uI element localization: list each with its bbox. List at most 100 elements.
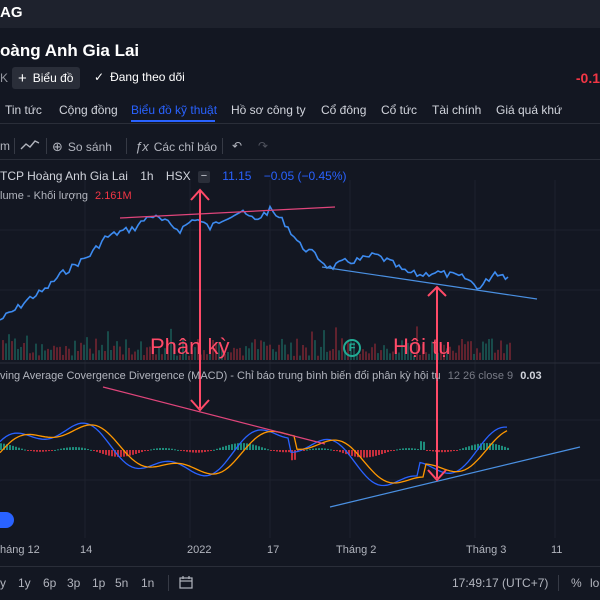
volume-bar [134, 351, 136, 360]
interval-label[interactable]: 1h [140, 169, 154, 183]
price-change-percent: −0.05 (−0.45%) [263, 169, 347, 183]
histogram-bar [177, 449, 179, 451]
volume-legend: lume - Khối lượng 2.161M [0, 190, 132, 202]
timeframe-icon[interactable]: m [0, 139, 10, 153]
histogram-bar [222, 446, 224, 450]
volume-bar [368, 353, 370, 360]
histogram-bar [81, 447, 83, 450]
range-button[interactable]: 1y [18, 576, 31, 590]
histogram-bar [51, 450, 53, 451]
chart-button[interactable]: + Biểu đồ [12, 67, 80, 89]
volume-bar [116, 341, 118, 360]
range-button[interactable]: 1p [92, 576, 106, 590]
exchange-label: HSX [165, 169, 191, 183]
volume-bar [155, 354, 157, 360]
histogram-bar [474, 444, 476, 450]
histogram-bar [414, 448, 416, 450]
volume-bar [413, 355, 415, 360]
volume-bar [119, 346, 121, 360]
clock[interactable]: 17:49:17 (UTC+7) [452, 576, 549, 590]
histogram-bar [303, 450, 305, 451]
toolbar-divider [126, 138, 127, 154]
macd-label: ving Average Covergence Divergence (MACD… [0, 370, 441, 382]
volume-bar [38, 355, 40, 360]
ticker-fragment: K [0, 71, 9, 85]
range-button[interactable]: 5n [115, 576, 129, 590]
undo-icon[interactable]: ↶ [232, 139, 243, 153]
histogram-bar [18, 447, 20, 450]
percent-scale-button[interactable]: % [571, 576, 582, 590]
indicators-button[interactable]: ƒx Các chỉ báo [135, 139, 217, 154]
histogram-bar [285, 450, 287, 453]
volume-bar [281, 338, 283, 360]
event-badge-icon[interactable]: F [343, 339, 361, 357]
range-button[interactable]: 1n [141, 576, 155, 590]
range-button[interactable]: y [0, 576, 6, 590]
volume-bar [503, 353, 505, 360]
volume-bar [35, 343, 37, 360]
date-range-icon[interactable] [179, 576, 193, 592]
histogram-bar [330, 449, 332, 451]
site-logo[interactable]: AG [0, 4, 23, 21]
tab-company-profile[interactable]: Hồ sơ công ty [231, 103, 306, 117]
volume-bar [419, 354, 421, 360]
tab-financials[interactable]: Tài chính [432, 103, 482, 117]
volume-bar [215, 342, 217, 360]
histogram-bar [156, 448, 158, 450]
tab-shareholders[interactable]: Cổ đông [321, 103, 367, 117]
volume-bar [377, 353, 379, 360]
histogram-bar [183, 450, 185, 452]
histogram-bar [189, 450, 191, 453]
collapse-legend-button[interactable]: − [197, 170, 210, 183]
volume-bar [26, 335, 28, 360]
volume-bar [53, 345, 55, 360]
volume-bar [374, 343, 376, 360]
histogram-bar [339, 450, 341, 453]
histogram-bar [462, 448, 464, 450]
volume-bar [416, 326, 418, 360]
volume-bar [8, 334, 10, 360]
histogram-bar [9, 444, 11, 450]
volume-bar [251, 342, 253, 360]
histogram-bar [507, 447, 509, 450]
date-label: 11 [551, 544, 563, 556]
tab-price-history[interactable]: Giá quá khứ [496, 103, 563, 117]
volume-bar [41, 344, 43, 360]
volume-bar [47, 348, 49, 360]
histogram-bar [120, 450, 122, 457]
volume-bar [179, 354, 181, 360]
price-support-trendline [321, 266, 538, 300]
redo-icon[interactable]: ↷ [258, 139, 269, 153]
compare-button[interactable]: ⊕ So sánh [52, 139, 112, 155]
histogram-bar [27, 450, 29, 451]
volume-bar [509, 342, 511, 360]
volume-bar [239, 347, 241, 360]
volume-bar [209, 341, 211, 360]
histogram-bar [459, 449, 461, 451]
range-button[interactable]: 3p [67, 576, 81, 590]
volume-bar [305, 347, 307, 360]
flag-icon[interactable] [0, 512, 14, 528]
histogram-bar [345, 450, 347, 455]
histogram-bar [3, 443, 5, 450]
volume-bar [230, 352, 232, 360]
tab-community[interactable]: Cộng đồng [59, 103, 118, 117]
histogram-bar [42, 450, 44, 452]
volume-bar [110, 349, 112, 360]
tab-dividends[interactable]: Cổ tức [381, 103, 418, 117]
histogram-bar [327, 448, 329, 450]
range-button[interactable]: 6p [43, 576, 57, 590]
tab-technical-chart[interactable]: Biểu đồ kỹ thuật [131, 103, 218, 117]
log-scale-button[interactable]: lo [590, 576, 600, 590]
histogram-bar [375, 450, 377, 456]
tab-news[interactable]: Tin tức [5, 103, 42, 117]
follow-button[interactable]: ✓ Đang theo dõi [94, 70, 185, 84]
chart-button-label: Biểu đồ [32, 71, 74, 85]
histogram-bar [39, 450, 41, 452]
chart-type-icon[interactable] [20, 139, 40, 151]
histogram-bar [438, 450, 440, 453]
price-chart[interactable] [0, 160, 600, 540]
histogram-bar [228, 444, 230, 450]
histogram-bar [363, 450, 365, 458]
histogram-bar [429, 450, 431, 451]
